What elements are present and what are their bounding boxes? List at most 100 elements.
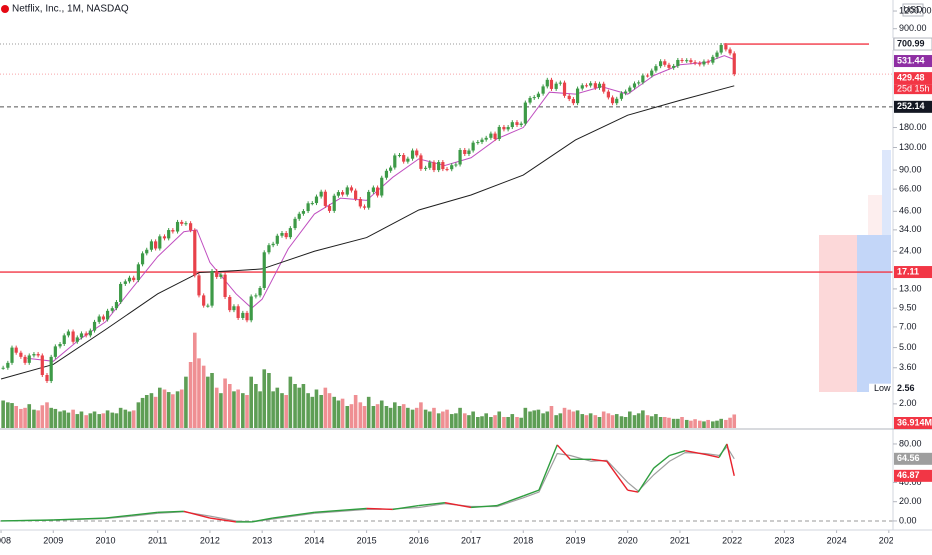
low-tag: Low [874, 383, 891, 393]
volume-bar [406, 407, 410, 428]
volume-bar [27, 404, 32, 428]
volume-bar [706, 419, 710, 428]
last-price-label: 429.48 [897, 72, 925, 82]
volume-bar [462, 413, 467, 428]
candle-body [489, 133, 493, 138]
osc-segment [444, 501, 472, 509]
volume-bar [153, 396, 158, 428]
candle-body [637, 82, 641, 84]
osc-segment [685, 450, 707, 456]
candle-body [202, 295, 206, 306]
x-tick-label: 2024 [827, 535, 847, 545]
osc-segment [392, 504, 419, 511]
x-tick-label: 2008 [0, 535, 11, 545]
y-tick-label: 3.60 [899, 362, 917, 372]
candle-body [232, 306, 236, 311]
candle-body [197, 275, 201, 296]
x-tick-label: 2025 [879, 535, 899, 545]
volume-bar [724, 419, 728, 428]
volume-bar [467, 415, 471, 428]
volume-bar [140, 397, 145, 428]
volume-bar [623, 417, 628, 428]
candle-body [628, 87, 632, 92]
osc-segment [1, 519, 54, 522]
volume-bar [166, 392, 171, 428]
x-tick-label: 2015 [357, 535, 377, 545]
y-tick-label: 9.50 [899, 303, 917, 313]
volume-bar [575, 410, 580, 428]
candle-body [645, 75, 650, 77]
volume-bar [227, 384, 232, 428]
plot-area: 2008 2009 2010 2011 2012 2013 2014 2015 2016 2017… [0, 38, 899, 545]
candle-body [71, 331, 75, 342]
volume-bar [97, 414, 102, 428]
candle-body [580, 85, 584, 89]
candle-body [672, 65, 676, 68]
candle-body [632, 83, 637, 88]
volume-bar [175, 391, 180, 428]
volume-bar [371, 406, 376, 428]
candle-body [641, 75, 645, 83]
volume-bar [632, 415, 637, 428]
y-tick-label: 66.00 [899, 184, 922, 194]
candle-body [19, 352, 23, 357]
volume-bar [105, 410, 110, 428]
volume-bar [249, 376, 253, 428]
candle-body [676, 59, 680, 66]
candle-body [241, 312, 245, 318]
volume-bar [649, 416, 654, 428]
osc-segment [209, 517, 237, 523]
x-tick-label: 2023 [774, 535, 794, 545]
candle-body [380, 177, 384, 196]
volume-bar [571, 411, 576, 428]
volume-bar [201, 365, 206, 428]
volume-bar [449, 414, 454, 428]
volume-bar [593, 415, 598, 428]
candle-body [519, 123, 523, 125]
candle-body [105, 310, 110, 320]
volume-bar [606, 413, 611, 428]
volume-bar [131, 410, 136, 428]
candle-body [367, 191, 371, 208]
candle-body [62, 335, 66, 345]
volume-bar [58, 411, 62, 428]
volume-bar [275, 387, 280, 428]
volume-bar [36, 410, 40, 428]
chart-title: Netflix, Inc., 1M, NASDAQ [12, 4, 129, 15]
candle-body [136, 264, 140, 281]
candle-body [593, 83, 597, 88]
volume-bar [162, 389, 167, 428]
volume-bar [306, 393, 310, 428]
osc-segment [718, 443, 728, 458]
volume-bar [715, 420, 719, 428]
volume-bar [310, 396, 315, 428]
y-tick-label: 130.00 [899, 142, 927, 152]
candle-body [258, 287, 262, 296]
osc-tick-label: 80.00 [899, 438, 922, 448]
candle-body [1, 367, 5, 369]
low-label: 2.56 [897, 383, 915, 393]
osc-segment [653, 454, 670, 469]
volume-bar [258, 391, 262, 428]
volume-bar [214, 387, 219, 428]
candle-body [193, 230, 197, 276]
candle-body [171, 230, 175, 232]
candle-body [719, 44, 723, 53]
y-tick-label: 46.00 [899, 206, 922, 216]
candle-body [340, 192, 345, 195]
candle-body [619, 93, 624, 99]
candle-body [463, 149, 467, 154]
countdown-box [894, 84, 932, 95]
volume-bar [158, 387, 162, 428]
candle-body [698, 63, 702, 65]
volume-bar [45, 402, 49, 428]
candle-body [349, 187, 354, 191]
volume-bar [388, 407, 393, 428]
profile-shade [882, 150, 891, 235]
volume-bar [79, 411, 84, 428]
candle-body [10, 347, 14, 363]
candle-body [584, 85, 589, 87]
volume-bar [336, 400, 341, 428]
profit-zone [857, 235, 891, 392]
